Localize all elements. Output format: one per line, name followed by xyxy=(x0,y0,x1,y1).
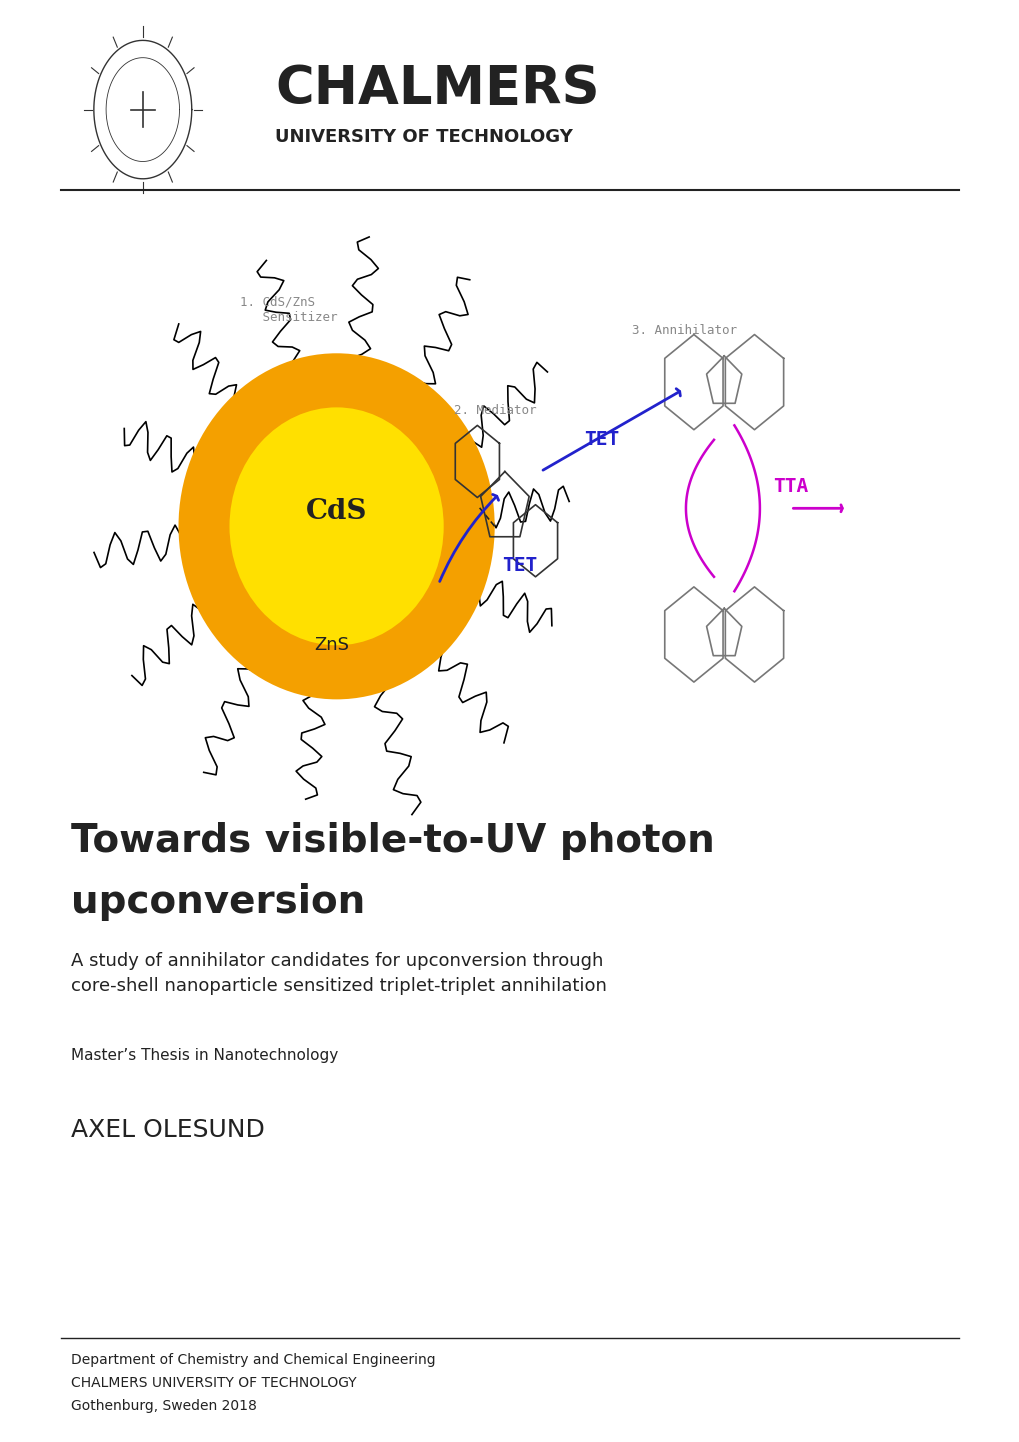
Text: Department of Chemistry and Chemical Engineering: Department of Chemistry and Chemical Eng… xyxy=(71,1353,435,1367)
Text: upconversion: upconversion xyxy=(71,883,365,920)
Text: TET: TET xyxy=(584,430,619,450)
Text: Towards visible-to-UV photon: Towards visible-to-UV photon xyxy=(71,822,714,859)
Text: 3. Annihilator: 3. Annihilator xyxy=(632,324,737,337)
Text: CdS: CdS xyxy=(306,499,367,525)
Text: TET: TET xyxy=(502,555,537,575)
Text: AXEL OLESUND: AXEL OLESUND xyxy=(71,1118,265,1142)
Text: 1. CdS/ZnS
   Sensitizer: 1. CdS/ZnS Sensitizer xyxy=(239,296,337,323)
Text: Gothenburg, Sweden 2018: Gothenburg, Sweden 2018 xyxy=(71,1399,257,1413)
Text: 2. Mediator: 2. Mediator xyxy=(453,404,536,417)
Text: TTA: TTA xyxy=(772,477,807,496)
Text: ZnS: ZnS xyxy=(314,636,348,653)
Ellipse shape xyxy=(229,407,443,646)
Text: A study of annihilator candidates for upconversion through
core-shell nanopartic: A study of annihilator candidates for up… xyxy=(71,952,606,995)
Text: CHALMERS UNIVERSITY OF TECHNOLOGY: CHALMERS UNIVERSITY OF TECHNOLOGY xyxy=(71,1376,357,1390)
Text: Master’s Thesis in Nanotechnology: Master’s Thesis in Nanotechnology xyxy=(71,1048,338,1063)
Ellipse shape xyxy=(178,353,494,699)
Text: UNIVERSITY OF TECHNOLOGY: UNIVERSITY OF TECHNOLOGY xyxy=(275,128,573,146)
Text: CHALMERS: CHALMERS xyxy=(275,63,599,115)
